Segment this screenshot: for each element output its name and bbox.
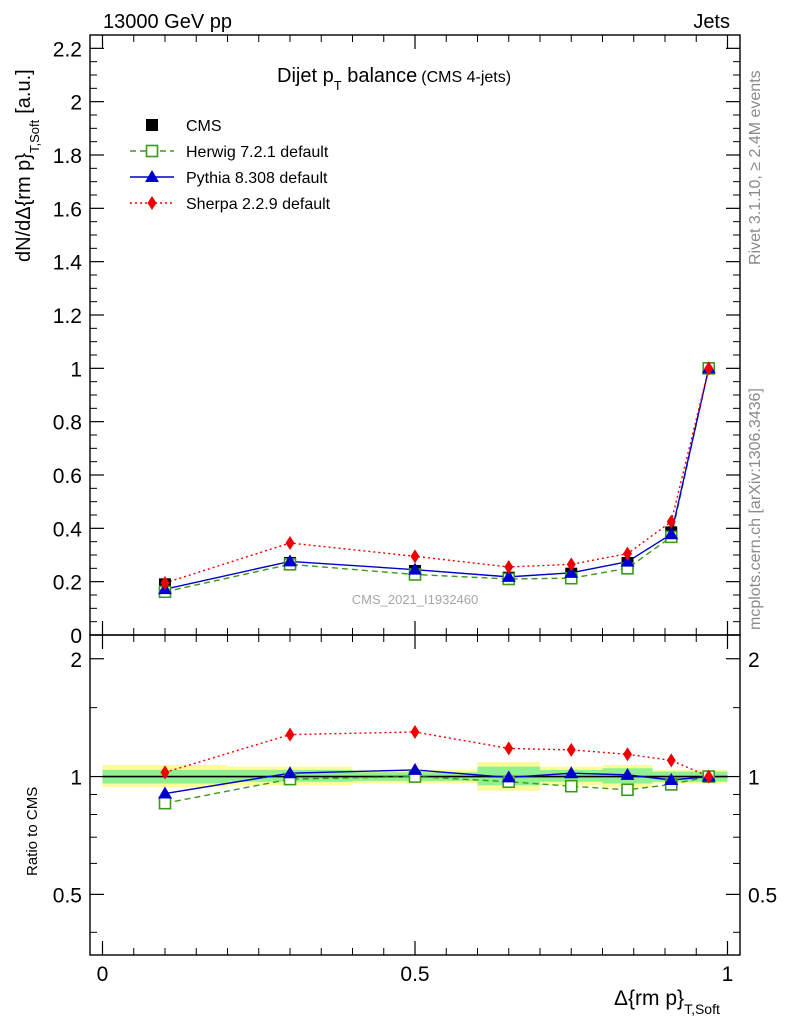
legend-marker-sherpa [147,196,157,210]
header-right: Jets [693,11,730,33]
mcplots-label: mcplots.cern.ch [arXiv:1306.3436] [747,388,764,630]
upper-point-pythia-1 [283,554,297,567]
analysis-watermark: CMS_2021_I1932460 [352,592,479,607]
rivet-label: Rivet 3.1.10, ≥ 2.4M events [747,70,764,265]
upper-point-sherpa-6 [666,514,676,529]
ratio-point-sherpa-4 [566,742,576,757]
ratio-series-group [158,724,716,810]
xtick-label-1: 0.5 [400,963,429,986]
ratio-point-sherpa-6 [666,753,676,768]
legend-label-pythia: Pythia 8.308 default [186,170,328,187]
upper-ytick-label-10: 2 [70,92,82,115]
upper-point-sherpa-4 [566,557,576,572]
lower-y-axis-label: Ratio to CMS [24,787,41,876]
lower-ytick-label-2: 2 [70,649,82,672]
upper-point-sherpa-5 [623,546,632,561]
upper-ytick-label-7: 1.4 [53,252,83,275]
upper-series-group [158,361,716,599]
upper-point-sherpa-1 [285,536,295,550]
upper-point-pythia-6 [664,527,679,540]
lower-ytick-label-1: 1 [70,767,82,790]
ratio-point-pythia-4 [564,766,579,779]
legend: CMS Herwig 7.2.1 default Pythia 8.308 defa… [130,118,331,213]
ratio-point-sherpa-7 [704,769,714,784]
legend-label-herwig: Herwig 7.2.1 default [186,144,329,161]
ratio-point-pythia-6 [664,772,679,785]
upper-line-pythia [164,368,710,590]
upper-ytick-label-6: 1.2 [53,305,82,328]
upper-ytick-label-3: 0.6 [53,465,82,488]
ratio-point-pythia-5 [620,767,635,780]
ratio-line-herwig [164,775,709,804]
ratio-point-sherpa-1 [285,727,295,742]
ratio-point-herwig-5 [621,783,634,797]
lower-frame [89,634,741,956]
ratio-point-pythia-2 [408,762,422,775]
x-axis-label: Δ{rm p}T,Soft [614,987,720,1017]
upper-ytick-label-5: 1 [70,358,82,381]
upper-point-pythia-2 [408,562,422,575]
ratio-point-sherpa-2 [410,724,420,739]
upper-line-herwig [164,368,710,593]
header-left: 13000 GeV pp [103,11,232,33]
ratio-point-pythia-0 [158,786,172,799]
upper-ytick-label-4: 0.8 [53,412,82,435]
upper-ytick-label-8: 1.6 [53,198,82,221]
ratio-point-pythia-3 [501,770,516,783]
upper-ytick-label-2: 0.4 [53,518,83,541]
legend-marker-herwig [145,144,159,158]
ratio-point-sherpa-0 [160,765,170,780]
ratio-point-sherpa-5 [623,747,632,762]
upper-point-sherpa-2 [410,549,420,564]
upper-ytick-label-0: 0 [70,625,82,648]
ratio-point-pythia-1 [283,766,297,779]
lower-ytick-label-0: 0.5 [53,884,82,907]
upper-point-sherpa-0 [160,576,170,590]
upper-ytick-label-1: 0.2 [53,572,82,595]
lower-ytick-label-right-0: 0.5 [748,884,777,907]
ratio-line-pythia [164,769,709,795]
legend-label-cms: CMS [186,118,222,135]
upper-ytick-label-11: 2.2 [53,38,82,61]
legend-marker-pythia [145,170,159,182]
upper-point-sherpa-7 [704,361,714,376]
ratio-point-herwig-4 [564,779,578,793]
lower-ytick-label-right-2: 2 [748,649,760,672]
upper-point-sherpa-3 [504,560,514,574]
upper-line-sherpa [164,368,710,584]
upper-point-pythia-4 [564,565,579,578]
ratio-point-sherpa-3 [504,741,514,756]
xtick-label-2: 1 [722,963,734,986]
lower-ytick-label-right-1: 1 [748,767,760,790]
plot-title: Dijet pT balance (CMS 4-jets) [277,65,511,93]
ratio-line-sherpa [164,731,710,778]
upper-ytick-label-9: 1.8 [53,145,82,168]
ratio-point-herwig-0 [158,796,172,810]
xtick-label-0: 0 [97,963,109,986]
upper-y-axis-label: dN/dΔ{rm p}T,Soft[a.u.] [13,69,42,262]
axes-group: 0 0.2 0.4 0.6 0.8 1 1.2 1.4 1.6 1.8 2 2.2 0.5 0.5 1 1 2 2… [53,34,777,986]
legend-marker-cms [146,119,158,131]
legend-label-sherpa: Sherpa 2.2.9 default [186,196,331,213]
upper-point-pythia-3 [501,569,516,582]
